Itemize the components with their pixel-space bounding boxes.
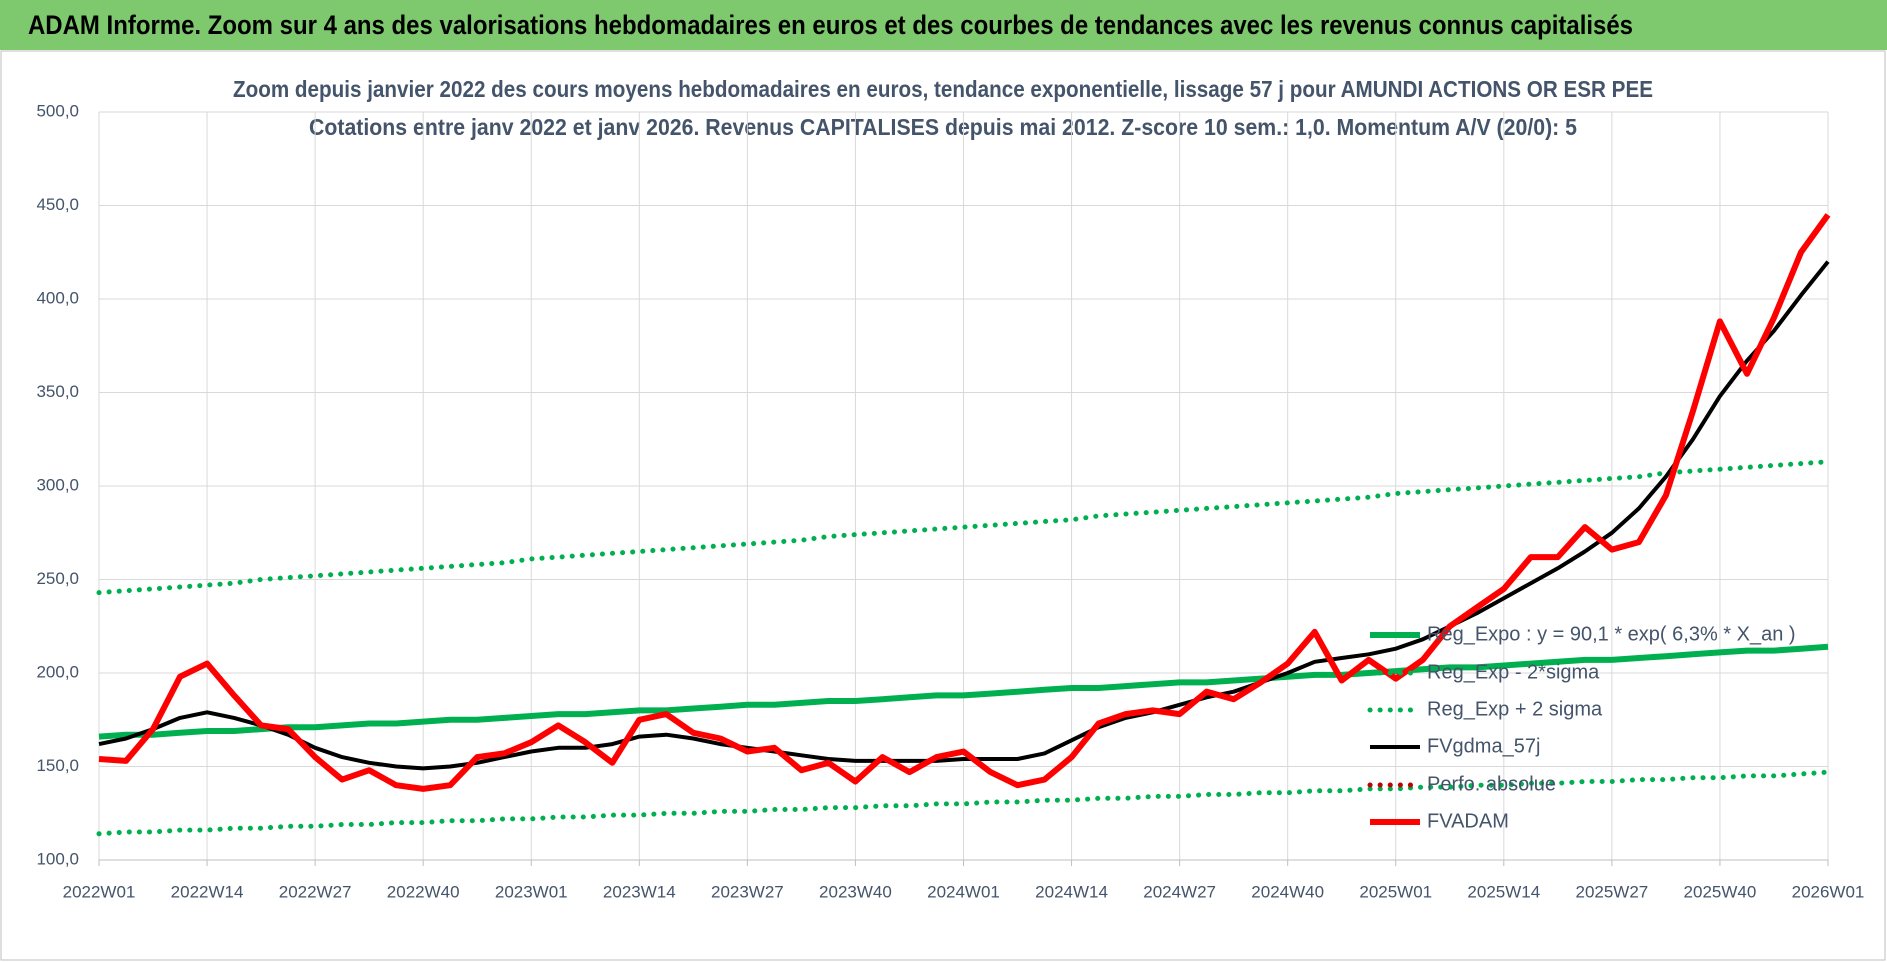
y-tick-label: 300,0: [36, 475, 79, 494]
legend-label: Reg_Exp + 2 sigma: [1427, 698, 1603, 720]
series-line: [98, 643, 1829, 740]
x-tick-label: 2024W40: [1251, 882, 1324, 901]
x-tick-label: 2025W01: [1359, 882, 1432, 901]
x-tick-label: 2022W01: [63, 882, 136, 901]
y-tick-label: 200,0: [36, 662, 79, 681]
x-tick-label: 2024W14: [1035, 882, 1108, 901]
series-line: [96, 769, 1831, 837]
chart-subtitle: Cotations entre janv 2022 et janv 2026. …: [309, 114, 1577, 140]
y-tick-label: 400,0: [36, 288, 79, 307]
grid: 100,0 150,0 200,0 250,0 300,0 350,0 400,0 450,0…: [36, 101, 1864, 901]
y-tick-label: 100,0: [36, 849, 79, 868]
legend-label: Perfo. absolue: [1427, 773, 1556, 795]
x-tick-label: 2025W40: [1684, 882, 1757, 901]
plot-lines: [96, 213, 1831, 837]
x-tick-label: 2023W40: [819, 882, 892, 901]
x-tick-label: 2022W27: [279, 882, 352, 901]
x-tick-label: 2024W01: [927, 882, 1000, 901]
series-line: [98, 213, 1831, 792]
x-tick-label: 2025W27: [1575, 882, 1648, 901]
x-tick-label: 2024W27: [1143, 882, 1216, 901]
x-tick-label: 2025W14: [1467, 882, 1540, 901]
chart-title: Zoom depuis janvier 2022 des cours moyen…: [233, 76, 1653, 102]
legend: Reg_Expo : y = 90,1 * exp( 6,3% * X_an )…: [1367, 623, 1796, 832]
legend-label: FVgdma_57j: [1427, 735, 1540, 757]
x-tick-label: 2026W01: [1792, 882, 1865, 901]
chart-frame: [0, 50, 1886, 961]
header-band: [0, 0, 1887, 50]
header-title: ADAM Informe. Zoom sur 4 ans des valoris…: [28, 10, 1633, 40]
legend-label: FVADAM: [1427, 810, 1509, 832]
y-tick-label: 150,0: [36, 756, 79, 775]
y-tick-label: 450,0: [36, 195, 79, 214]
y-tick-label: 350,0: [36, 382, 79, 401]
y-tick-label: 250,0: [36, 569, 79, 588]
y-tick-label: 500,0: [36, 101, 79, 120]
legend-label: Reg_Expo : y = 90,1 * exp( 6,3% * X_an ): [1427, 623, 1796, 645]
x-tick-label: 2023W27: [711, 882, 784, 901]
x-tick-label: 2022W14: [171, 882, 244, 901]
x-tick-label: 2023W01: [495, 882, 568, 901]
x-tick-label: 2022W40: [387, 882, 460, 901]
x-tick-label: 2023W14: [603, 882, 676, 901]
series-line: [96, 459, 1831, 596]
series-line: [98, 260, 1830, 771]
legend-label: Reg_Exp - 2*sigma: [1427, 661, 1600, 683]
